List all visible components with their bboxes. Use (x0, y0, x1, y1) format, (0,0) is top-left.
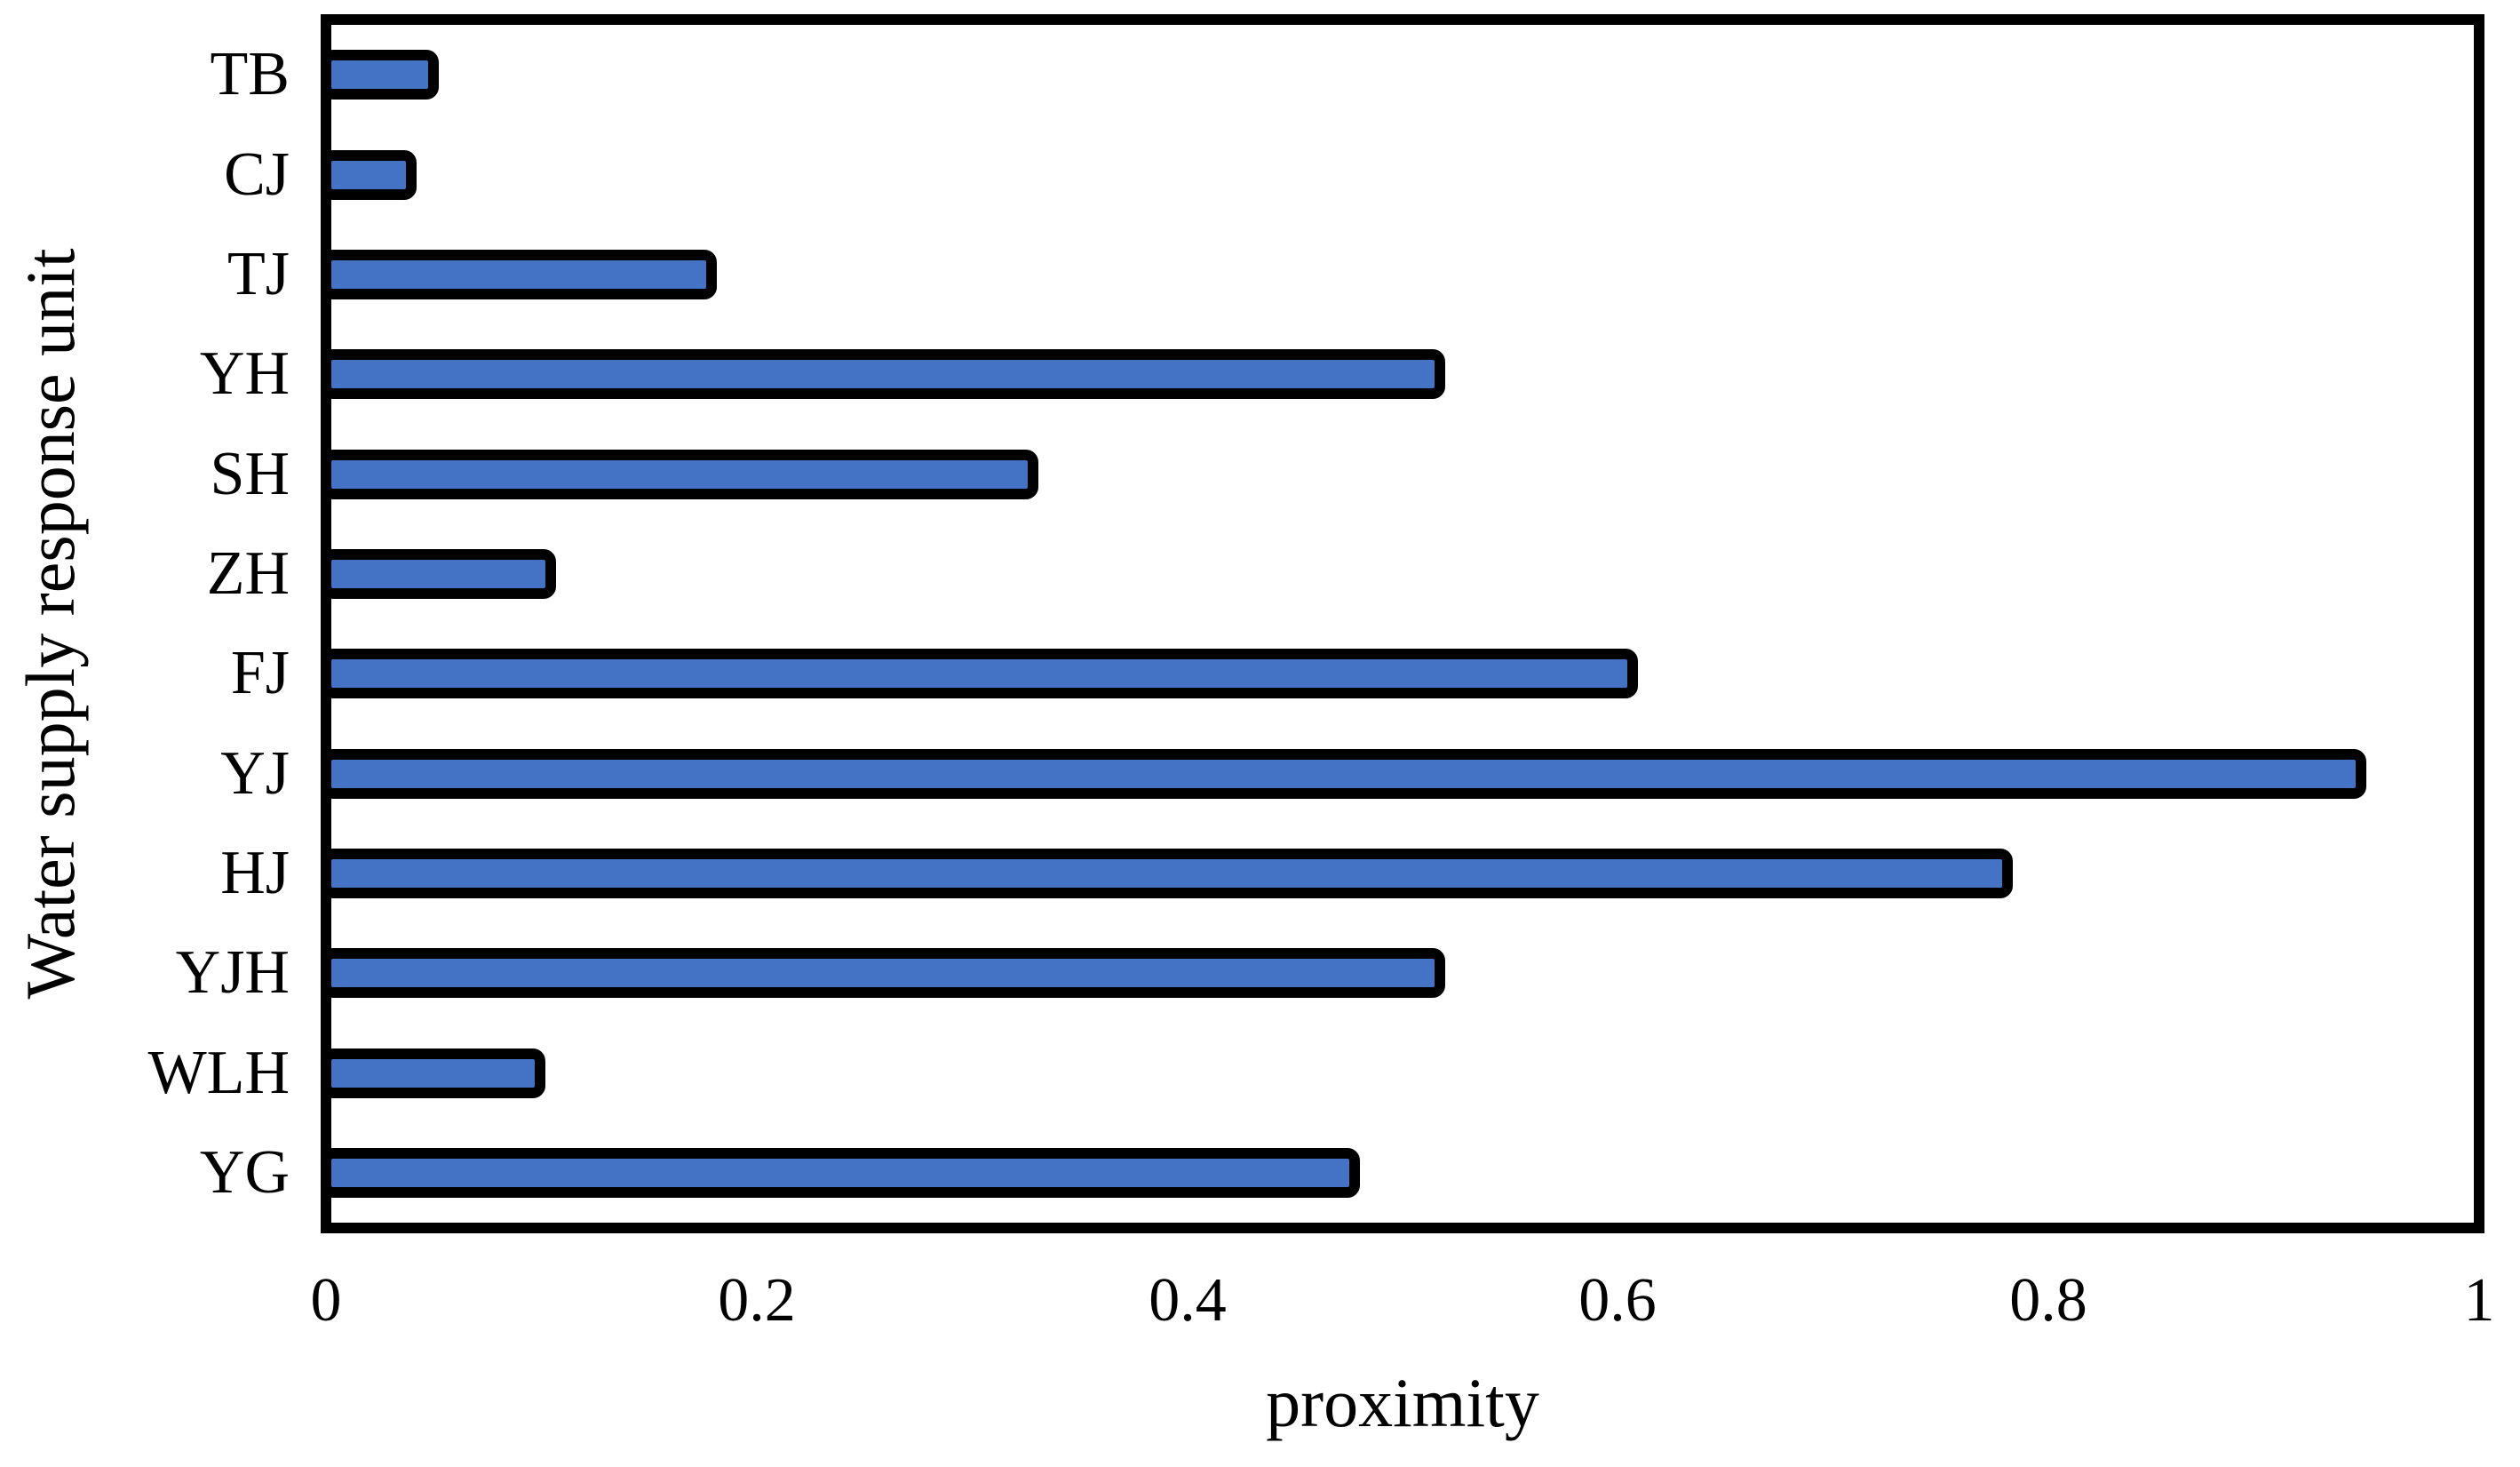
bar-FJ (321, 649, 1638, 698)
category-label-SH: SH (210, 440, 290, 508)
category-label-HJ: HJ (220, 839, 290, 907)
category-label-CJ: CJ (224, 140, 290, 209)
x-axis-title: proximity (1266, 1364, 1539, 1441)
bar-TJ (321, 250, 717, 299)
x-tick-label-0.6: 0.6 (1578, 1266, 1657, 1335)
bar-TB (321, 50, 439, 100)
category-label-TJ: TJ (227, 240, 290, 308)
bar-WLH (321, 1048, 545, 1098)
category-label-FJ: FJ (230, 639, 290, 707)
bar-SH (321, 450, 1038, 499)
bar-YG (321, 1148, 1360, 1198)
bar-YH (321, 349, 1445, 399)
category-label-TB: TB (210, 40, 290, 108)
x-tick-label-0.8: 0.8 (2009, 1266, 2087, 1335)
plot-area (321, 14, 2484, 1233)
x-tick-label-0: 0 (310, 1266, 342, 1335)
category-label-ZH: ZH (206, 539, 290, 608)
category-label-YH: YH (199, 339, 290, 408)
x-tick-label-0.4: 0.4 (1149, 1266, 1227, 1335)
category-label-YJ: YJ (220, 739, 290, 808)
category-label-YG: YG (199, 1138, 290, 1207)
category-label-WLH: WLH (147, 1039, 290, 1107)
x-tick-label-1: 1 (2463, 1266, 2495, 1335)
y-axis-title: Water supply response unit (12, 248, 89, 1000)
bar-ZH (321, 549, 556, 599)
bar-HJ (321, 849, 2013, 898)
category-label-YJH: YJH (175, 938, 290, 1007)
bar-YJ (321, 749, 2366, 799)
bar-CJ (321, 150, 417, 200)
x-tick-label-0.2: 0.2 (718, 1266, 796, 1335)
bar-YJH (321, 948, 1445, 998)
